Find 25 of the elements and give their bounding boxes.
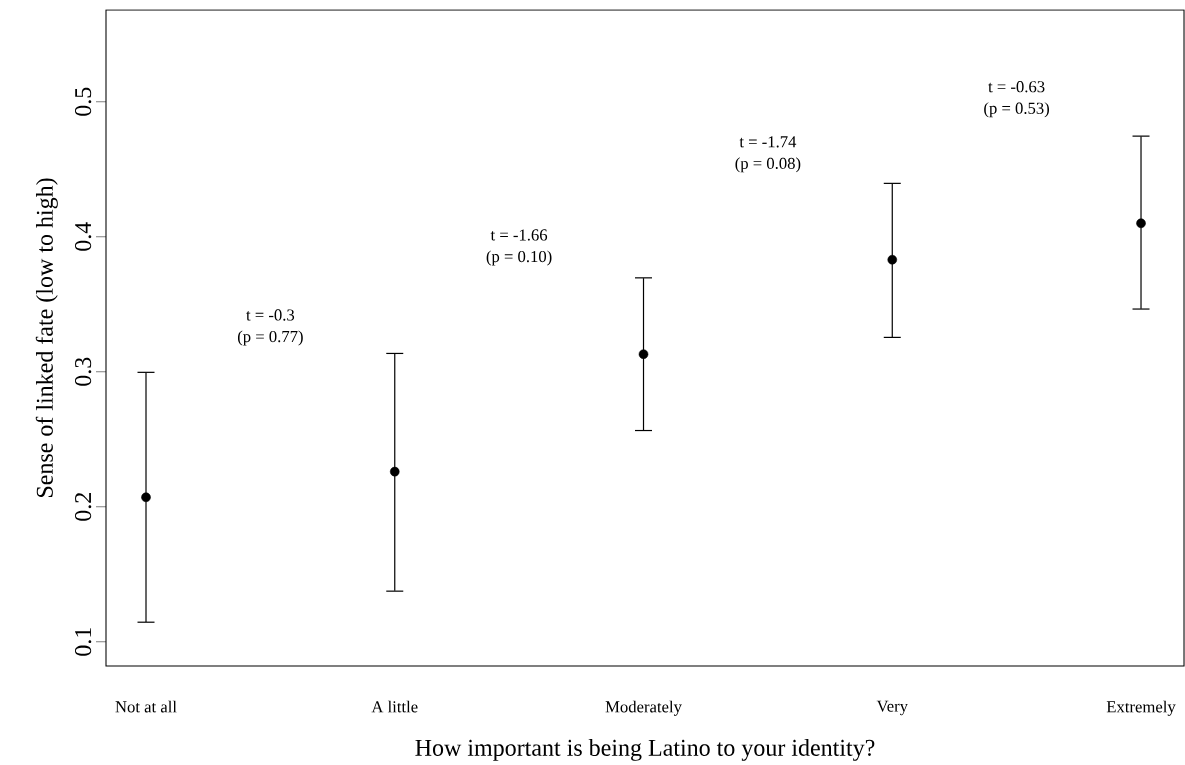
annotation: (p = 0.53) — [984, 102, 1050, 118]
point — [638, 349, 649, 359]
x-tick-label: Extremely — [1106, 700, 1176, 716]
y-tick-label: 0.4 — [74, 221, 92, 251]
y-tick-label: 0.3 — [74, 357, 92, 386]
point — [1136, 218, 1146, 228]
y-axis-title: Sense of linked fate (low to high) — [35, 178, 58, 497]
x-tick-label: Moderately — [605, 700, 682, 716]
point — [887, 254, 898, 265]
point — [141, 492, 151, 502]
x-tick-label: Very — [876, 700, 908, 716]
y-tick-label: 0.5 — [74, 87, 92, 116]
y-tick-label: 0.1 — [74, 628, 92, 656]
y-tick-label: 0.2 — [74, 492, 92, 521]
annotation: (p = 0.77) — [237, 330, 303, 346]
annotation: (p = 0.08) — [735, 157, 801, 173]
x-tick-label: Not at all — [115, 700, 177, 713]
annotation: t = -0.3 — [246, 309, 295, 321]
annotation: (p = 0.10) — [486, 250, 552, 266]
annotation: t = -1.74 — [739, 136, 797, 148]
annotation: t = -0.63 — [988, 80, 1045, 93]
annotation: t = -1.66 — [490, 229, 548, 241]
point — [389, 466, 400, 477]
x-axis-title: How important is being Latino to your identity? — [415, 738, 875, 761]
x-tick-label: A little — [371, 700, 418, 713]
